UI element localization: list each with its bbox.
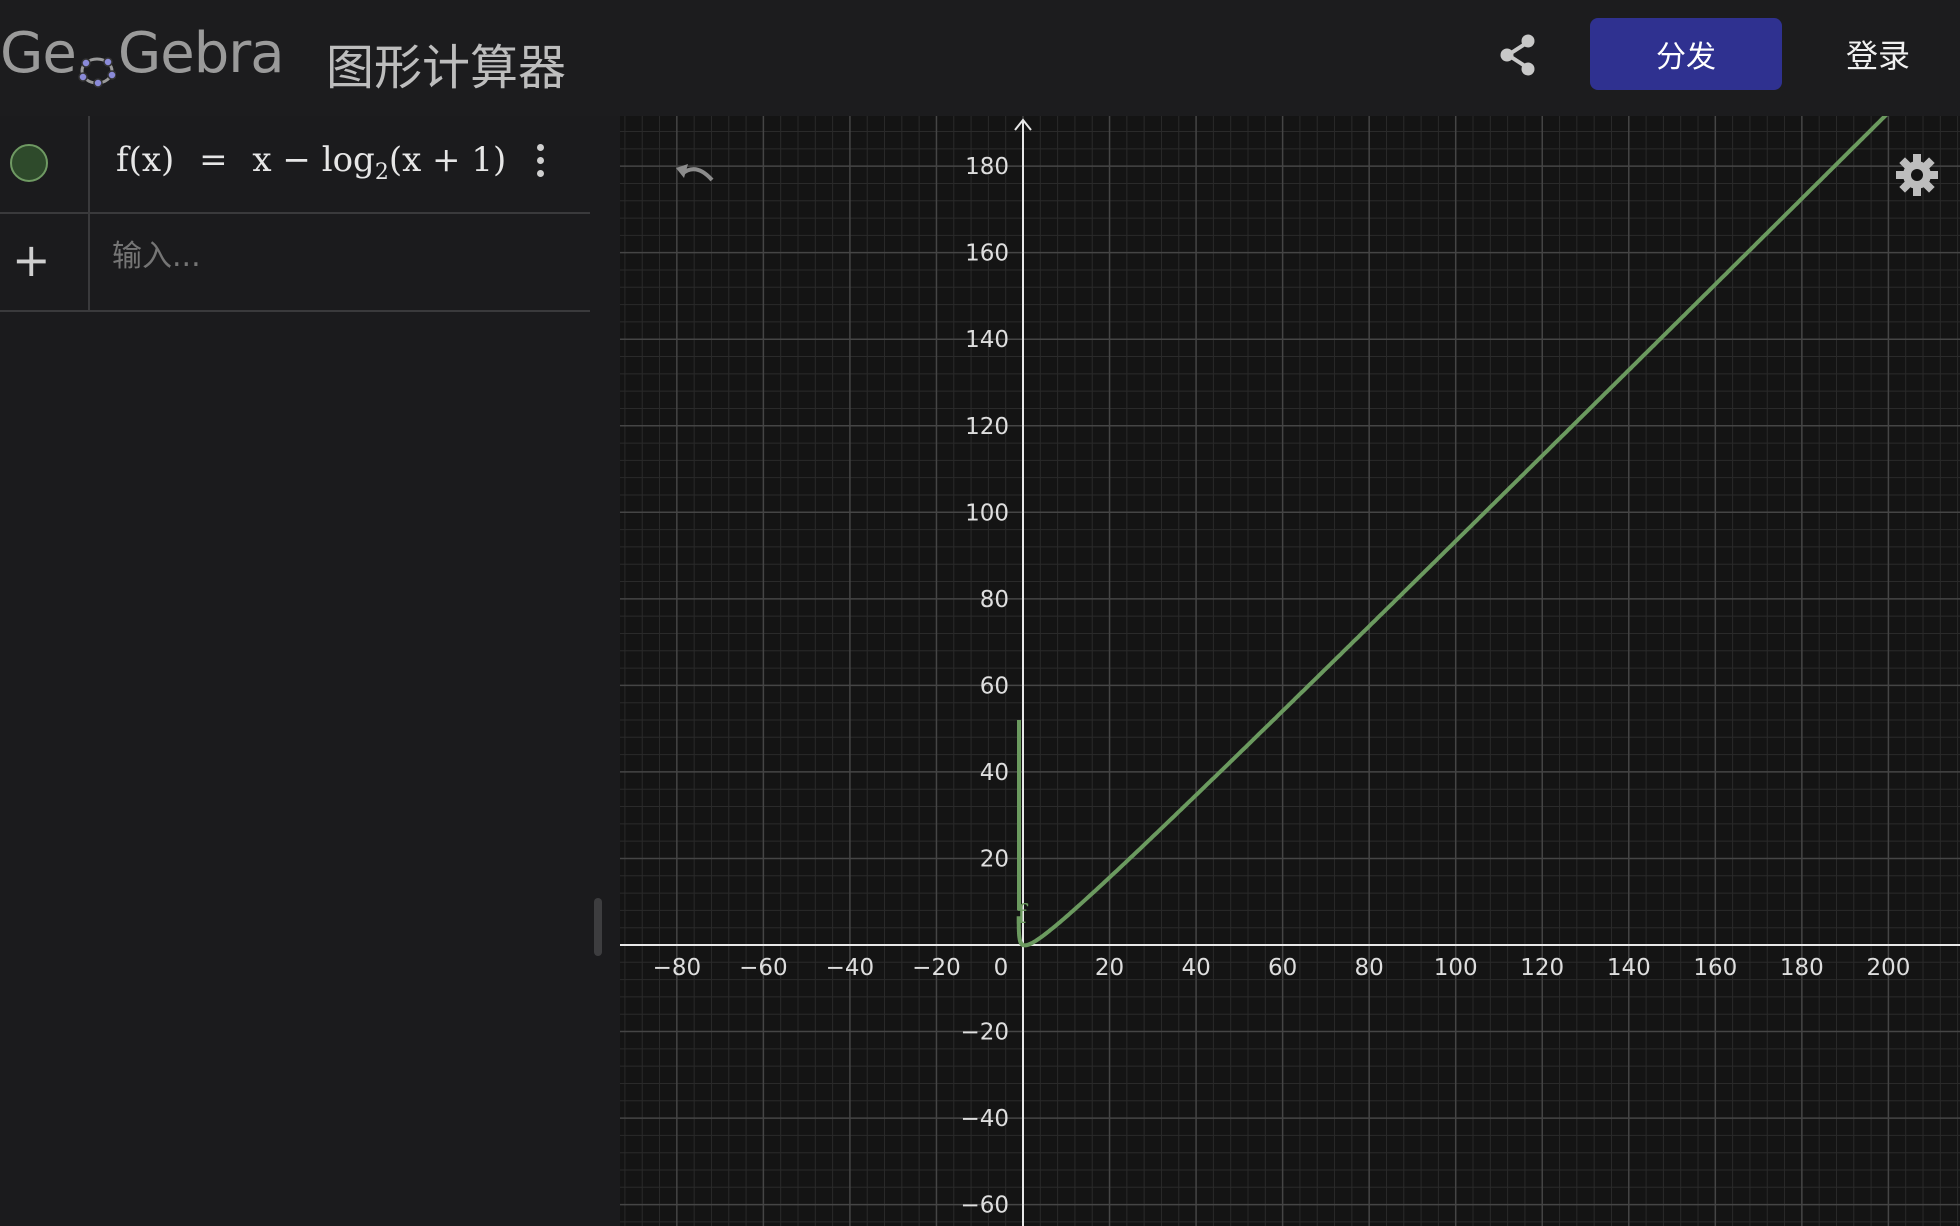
graphics-view[interactable]: −80 −60 −40 −20 0 20 40 60 80 100 120 140 160 180 200 1… bbox=[620, 116, 1960, 1226]
formula-log-base: 2 bbox=[374, 159, 389, 185]
y-tick-label: 20 bbox=[980, 846, 1009, 872]
panel-resize-handle[interactable] bbox=[594, 898, 602, 956]
algebra-panel: f(x) = x − log2(x + 1) + bbox=[0, 116, 590, 1226]
x-tick-label: 160 bbox=[1693, 955, 1737, 981]
y-tick-label: 140 bbox=[965, 327, 1009, 353]
plus-icon[interactable]: + bbox=[12, 233, 51, 287]
x-tick-label: 120 bbox=[1520, 955, 1564, 981]
x-tick-label: 80 bbox=[1355, 955, 1384, 981]
y-tick-label: 120 bbox=[965, 414, 1009, 440]
login-button[interactable]: 登录 bbox=[1845, 37, 1910, 75]
algebra-item-f[interactable]: f(x) = x − log2(x + 1) bbox=[0, 116, 590, 214]
x-tick-label: 180 bbox=[1780, 955, 1824, 981]
formula-rhs-pre: x − log bbox=[252, 140, 375, 180]
function-curve-f bbox=[1016, 116, 1888, 948]
x-tick-label: −40 bbox=[826, 955, 875, 981]
visibility-toggle-dot[interactable] bbox=[10, 144, 48, 182]
x-tick-label: −60 bbox=[739, 955, 788, 981]
y-tick-label: −20 bbox=[960, 1020, 1009, 1046]
y-tick-label: 160 bbox=[965, 241, 1009, 267]
share-icon[interactable] bbox=[1494, 30, 1544, 80]
algebra-input[interactable] bbox=[110, 238, 554, 275]
formula-rhs-post: (x + 1) bbox=[388, 140, 507, 180]
x-tick-label: 20 bbox=[1095, 955, 1124, 981]
x-tick-label: 60 bbox=[1268, 955, 1297, 981]
y-tick-label: 100 bbox=[965, 500, 1009, 526]
app-title: 图形计算器 bbox=[326, 40, 567, 96]
function-label-f: f bbox=[1017, 900, 1029, 930]
y-tick-label: 60 bbox=[980, 673, 1009, 699]
input-gutter: + bbox=[0, 214, 90, 310]
formula-lhs: f(x) bbox=[116, 140, 175, 180]
kebab-menu-icon[interactable] bbox=[530, 144, 550, 184]
x-tick-label: −20 bbox=[912, 955, 961, 981]
y-axis-arrow bbox=[1014, 118, 1032, 131]
graph-canvas[interactable]: −80 −60 −40 −20 0 20 40 60 80 100 120 140 160 180 200 1… bbox=[620, 116, 1960, 1226]
geogebra-logo: Ge Gebra bbox=[0, 20, 285, 88]
item-gutter bbox=[0, 116, 90, 212]
algebra-input-row: + bbox=[0, 214, 590, 312]
y-tick-label: −40 bbox=[960, 1106, 1009, 1132]
undo-icon[interactable] bbox=[672, 156, 720, 196]
x-tick-label: 140 bbox=[1607, 955, 1651, 981]
y-tick-label: 180 bbox=[965, 154, 1009, 180]
x-tick-label: 40 bbox=[1181, 955, 1210, 981]
formula-equals: = bbox=[199, 140, 228, 180]
distribute-button[interactable]: 分发 bbox=[1590, 18, 1782, 90]
y-tick-label: 80 bbox=[980, 587, 1009, 613]
settings-gear-icon[interactable] bbox=[1894, 152, 1940, 198]
y-tick-label: −60 bbox=[960, 1193, 1009, 1219]
y-tick-label: 40 bbox=[980, 760, 1009, 786]
x-tick-label: 0 bbox=[994, 955, 1009, 981]
geogebra-logo-icon bbox=[78, 38, 117, 88]
formula-text[interactable]: f(x) = x − log2(x + 1) bbox=[116, 140, 506, 185]
top-bar: Ge Gebra 图形计算器 分发 登录 bbox=[0, 0, 1960, 116]
x-tick-label: −80 bbox=[653, 955, 702, 981]
x-tick-label: 200 bbox=[1866, 955, 1910, 981]
x-tick-label: 100 bbox=[1434, 955, 1478, 981]
